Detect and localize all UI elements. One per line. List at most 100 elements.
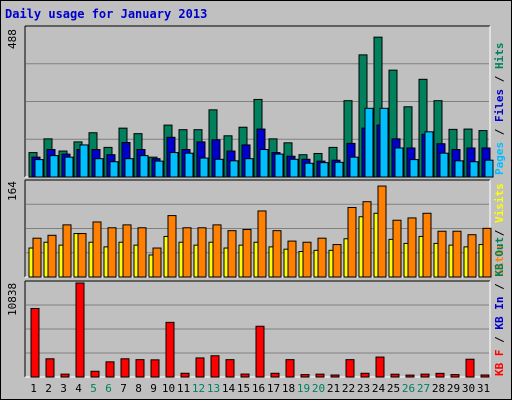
bar-sites	[122, 224, 132, 278]
legend-entry: KB Out	[493, 237, 506, 277]
bar-sites	[197, 227, 207, 278]
bar-kb-f	[390, 373, 400, 378]
y-max-label-top: 488	[6, 29, 19, 49]
bar-kb-f	[405, 374, 415, 378]
bar-kb-f	[315, 373, 325, 378]
bar-sites	[152, 247, 162, 278]
bar-sites	[47, 234, 57, 278]
day-label: 27	[417, 382, 430, 395]
day-label: 17	[267, 382, 280, 395]
day-label: 15	[237, 382, 250, 395]
panel-visits-sites	[24, 179, 492, 278]
bar-sites	[407, 217, 417, 278]
bar-sites	[272, 230, 282, 278]
bar-kb-f	[165, 321, 175, 378]
day-label: 4	[75, 382, 82, 395]
bar-kb-f	[195, 357, 205, 378]
bar-kb-f	[330, 374, 340, 378]
bar-kb-f	[75, 282, 85, 378]
legend-text: Pages / Files / Hits	[493, 43, 506, 176]
bar-pages	[214, 158, 224, 178]
legend-entry: Visits	[493, 183, 506, 223]
bar-sites	[287, 240, 297, 278]
bar-pages	[169, 152, 179, 178]
bar-pages	[199, 157, 209, 178]
legend-text: Sites / Visits	[493, 183, 506, 276]
bar-kb-f	[210, 355, 220, 378]
bar-kb-f	[90, 370, 100, 378]
legend-separator: /	[493, 223, 506, 243]
y-max-label-bottom: 10838	[6, 283, 19, 316]
day-label: 31	[477, 382, 490, 395]
bar-sites	[227, 230, 237, 278]
day-label: 8	[135, 382, 142, 395]
bar-kb-f	[270, 372, 280, 378]
legend-kb: KB F / KB In / KB Out	[493, 237, 506, 376]
bar-pages	[139, 155, 149, 178]
bar-sites	[302, 241, 312, 278]
x-axis-day-labels: 1 2 3 4 5 6 7 8 9 10 11 12 13 14 15 16 17 18 19 20 21 22 23 24 2…	[30, 382, 490, 395]
bar-kb-f	[420, 373, 430, 378]
bar-kb-f	[375, 356, 385, 378]
day-label: 18	[282, 382, 295, 395]
bar-sites	[92, 221, 102, 278]
day-label: 21	[327, 382, 340, 395]
bar-pages	[34, 159, 44, 178]
bar-pages	[409, 159, 419, 178]
y-max-label-middle: 164	[6, 181, 19, 201]
bar-sites	[482, 227, 492, 278]
legend-hits-files-pages: Pages / Files / Hits	[493, 43, 506, 176]
day-label: 19	[297, 382, 310, 395]
bar-sites	[437, 230, 447, 278]
bar-pages	[394, 147, 404, 178]
bar-sites	[377, 185, 387, 278]
bar-sites	[137, 227, 147, 278]
bar-pages	[79, 144, 89, 178]
legend-entry: Hits	[493, 43, 506, 70]
legend-text: KB F / KB In / KB Out	[493, 237, 506, 376]
bar-pages	[349, 156, 359, 178]
legend-entry: Pages	[493, 142, 506, 175]
day-label: 28	[432, 382, 445, 395]
bar-sites	[422, 212, 432, 278]
bar-kb-f	[345, 359, 355, 378]
bar-kb-f	[435, 372, 445, 378]
legend-entry: Sites	[493, 243, 506, 276]
day-label: 11	[177, 382, 190, 395]
day-label: 9	[150, 382, 157, 395]
bar-pages	[244, 158, 254, 178]
bar-kb-f	[450, 374, 460, 378]
bar-sites	[392, 219, 402, 278]
bar-sites	[182, 227, 192, 278]
bar-kb-f	[135, 359, 145, 378]
bar-kb-f	[120, 358, 130, 378]
bar-sites	[347, 206, 357, 278]
bar-pages	[469, 161, 479, 178]
bar-pages	[319, 162, 329, 178]
bar-pages	[289, 158, 299, 178]
bar-kb-f	[300, 374, 310, 378]
bar-kb-f	[285, 359, 295, 378]
day-label: 26	[402, 382, 415, 395]
bar-kb-f	[60, 373, 70, 378]
bar-pages	[259, 149, 269, 178]
day-label: 24	[372, 382, 386, 395]
bar-pages	[94, 158, 104, 178]
bar-sites	[212, 224, 222, 278]
bar-sites	[317, 237, 327, 278]
bar-pages	[64, 156, 74, 178]
legend-separator: /	[493, 277, 506, 297]
bar-pages	[154, 160, 164, 178]
bar-sites	[107, 227, 117, 278]
legend-entry: Files	[493, 89, 506, 122]
bar-pages	[334, 161, 344, 178]
bar-pages	[364, 107, 374, 178]
day-label: 22	[342, 382, 355, 395]
bar-pages	[454, 160, 464, 178]
bar-kb-f	[225, 359, 235, 378]
panel-hits-files-pages	[24, 25, 494, 178]
bar-pages	[274, 153, 284, 178]
panel-kb	[24, 280, 491, 378]
day-label: 13	[207, 382, 220, 395]
